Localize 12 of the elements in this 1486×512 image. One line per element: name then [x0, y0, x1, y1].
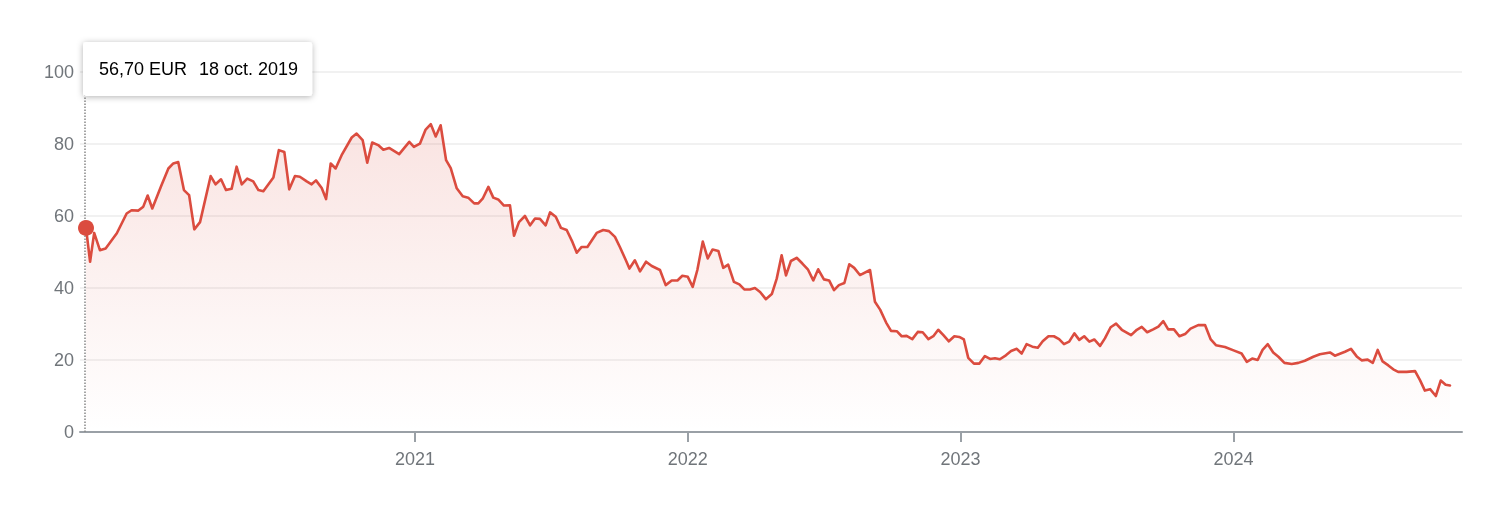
x-tick-label: 2021: [394, 449, 436, 469]
y-tick-label: 100: [43, 62, 74, 82]
y-tick-label: 60: [53, 206, 74, 226]
annotation: 56,70 EUR: [99, 59, 188, 79]
y-tick-label: 0: [63, 422, 74, 442]
x-tick-label: 2024: [1213, 449, 1254, 469]
y-tick-label: 40: [53, 278, 74, 298]
x-tick-label: 2022: [667, 449, 708, 469]
y-tick-label: 20: [53, 350, 74, 370]
x-tick-label: 2023: [940, 449, 981, 469]
y-tick-label: 80: [53, 134, 74, 154]
annotation: 18 oct. 2019: [199, 59, 299, 79]
